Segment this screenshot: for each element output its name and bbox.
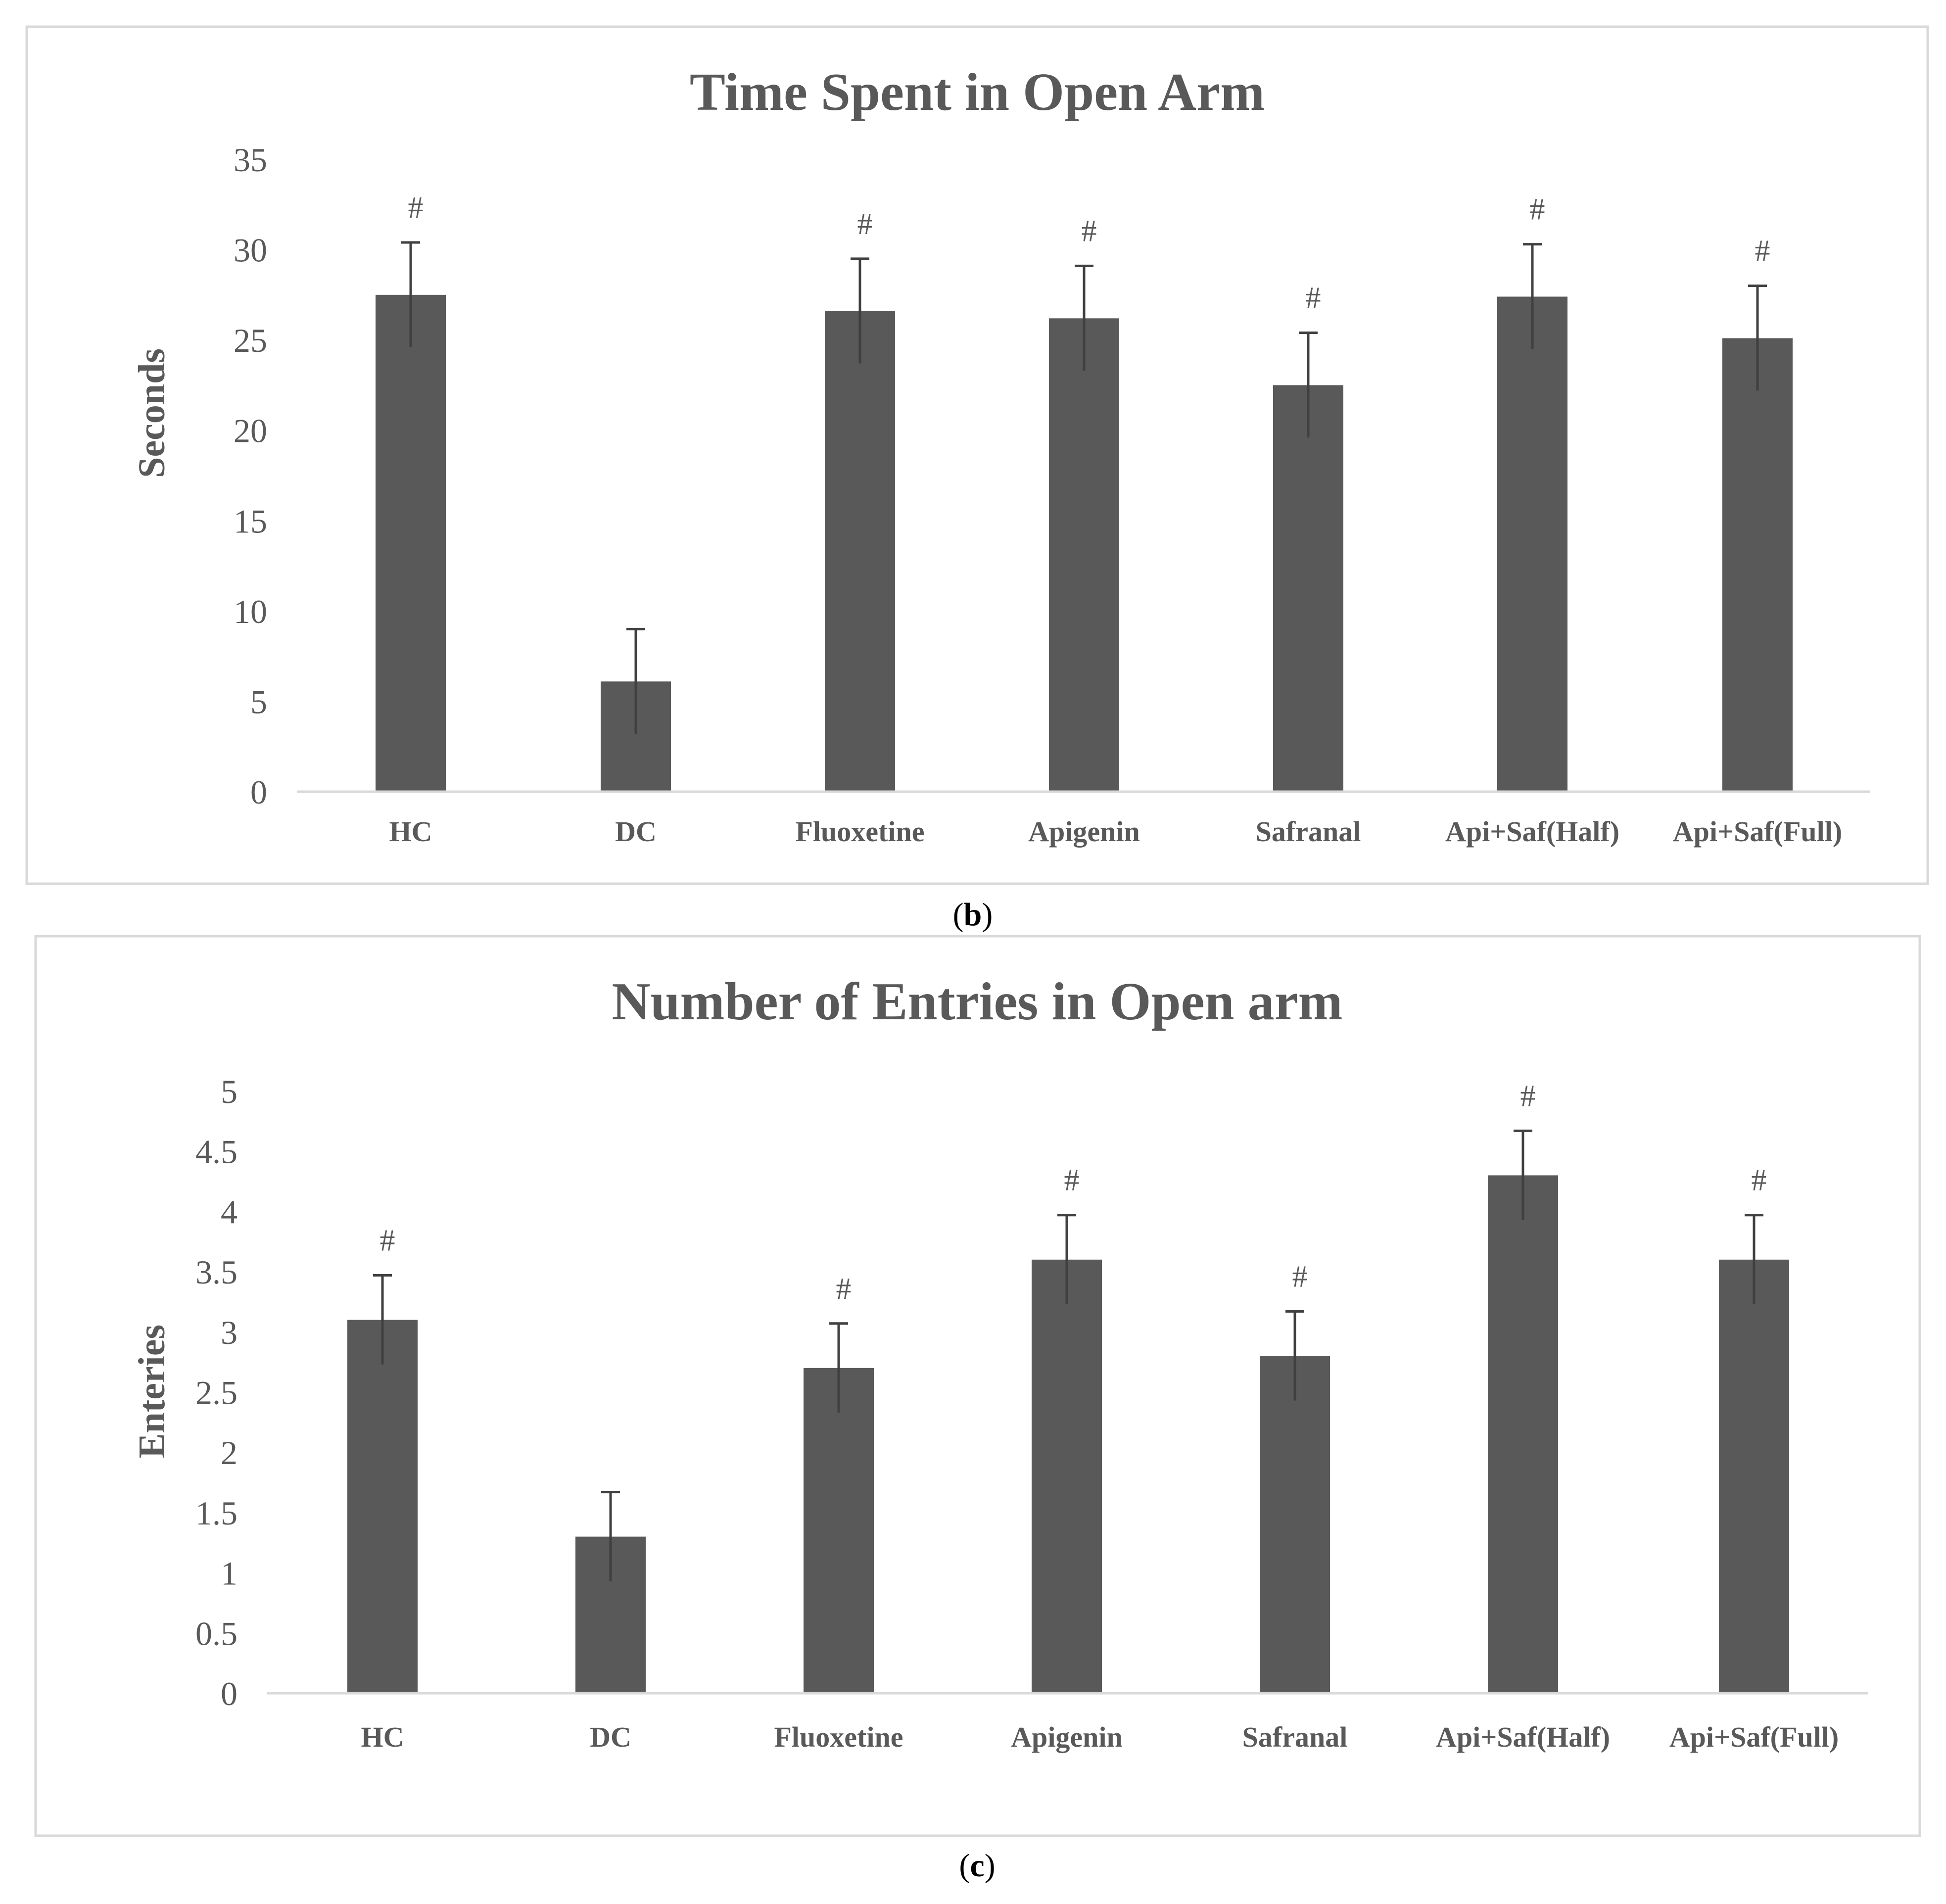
- category-label-6: Api+Saf(Full): [1673, 815, 1842, 848]
- y-tick-label: 1.5: [195, 1494, 237, 1532]
- bar-4: [1260, 1356, 1330, 1693]
- category-label-3: Apigenin: [1028, 815, 1140, 848]
- bar-6: [1722, 338, 1793, 792]
- panel-label-b: (b): [953, 897, 993, 933]
- chart-b-y-axis-label: Seconds: [131, 348, 173, 478]
- chart-c-title: Number of Entries in Open arm: [612, 972, 1343, 1031]
- category-label-1: DC: [615, 815, 657, 848]
- chart-c-y-ticks: 0 0.5 1 1.5 2 2.5 3 3.5 4 4.5 5: [195, 1073, 237, 1713]
- bar-4: [1273, 385, 1343, 792]
- chart-b-title: Time Spent in Open Arm: [690, 63, 1265, 122]
- category-label-2: Fluoxetine: [796, 815, 925, 848]
- bar-5: [1488, 1175, 1558, 1693]
- significance-mark-3: #: [1064, 1164, 1080, 1197]
- y-tick-label: 4.5: [195, 1133, 237, 1171]
- y-tick-label: 5: [221, 1073, 237, 1110]
- category-label-5: Api+Saf(Half): [1436, 1721, 1610, 1753]
- significance-mark-5: #: [1530, 193, 1545, 227]
- category-label-4: Safranal: [1242, 1721, 1348, 1753]
- bar-0: [347, 1320, 418, 1693]
- significance-mark-2: #: [836, 1272, 852, 1306]
- y-tick-label: 3: [221, 1314, 237, 1351]
- significance-mark-6: #: [1752, 1164, 1767, 1197]
- y-tick-label: 1: [221, 1555, 237, 1592]
- bar-2: [804, 1368, 874, 1693]
- category-label-1: DC: [590, 1721, 631, 1753]
- bar-0: [376, 294, 446, 792]
- bar-2: [825, 311, 895, 792]
- chart-c-frame: [34, 935, 1921, 1837]
- y-tick-label: 20: [234, 412, 267, 450]
- chart-b-y-ticks: 0 5 10 15 20 25 30 35: [234, 141, 267, 811]
- y-tick-label: 0: [221, 1675, 237, 1713]
- chart-b-frame: [25, 25, 1929, 885]
- significance-mark-0: #: [408, 191, 424, 225]
- y-tick-label: 35: [234, 141, 267, 179]
- y-tick-label: 3.5: [195, 1253, 237, 1291]
- bar-3: [1049, 318, 1119, 792]
- y-tick-label: 30: [234, 232, 267, 269]
- chart-b-categories: HC DC Fluoxetine Apigenin Safranal Api+Saf(Ha…: [389, 815, 1843, 848]
- y-tick-label: 10: [234, 593, 267, 630]
- category-label-2: Fluoxetine: [774, 1721, 903, 1753]
- significance-mark-4: #: [1292, 1260, 1308, 1293]
- y-tick-label: 4: [221, 1193, 237, 1231]
- bar-3: [1032, 1259, 1102, 1693]
- significance-mark-5: #: [1520, 1079, 1536, 1113]
- y-tick-label: 2: [221, 1434, 237, 1472]
- bar-5: [1497, 296, 1567, 792]
- y-tick-label: 0: [250, 773, 267, 811]
- y-tick-label: 0.5: [195, 1615, 237, 1652]
- y-tick-label: 15: [234, 502, 267, 540]
- significance-mark-0: #: [380, 1224, 395, 1257]
- category-label-5: Api+Saf(Half): [1445, 815, 1619, 848]
- y-tick-label: 5: [250, 683, 267, 720]
- significance-mark-2: #: [857, 207, 873, 241]
- y-tick-label: 25: [234, 322, 267, 359]
- chart-c-y-axis-label: Enteries: [131, 1325, 173, 1458]
- y-tick-label: 2.5: [195, 1374, 237, 1412]
- bar-6: [1719, 1259, 1789, 1693]
- chart-b-bars: # # # # # #: [376, 191, 1793, 792]
- significance-mark-4: #: [1306, 282, 1321, 315]
- category-label-0: HC: [361, 1721, 404, 1753]
- category-label-3: Apigenin: [1011, 1721, 1123, 1753]
- significance-mark-3: #: [1082, 214, 1097, 248]
- category-label-4: Safranal: [1256, 815, 1361, 848]
- category-label-6: Api+Saf(Full): [1669, 1721, 1839, 1753]
- chart-c-bars: # # # # # #: [347, 1079, 1789, 1693]
- chart-c-categories: HC DC Fluoxetine Apigenin Safranal Api+Saf(Ha…: [361, 1721, 1839, 1753]
- category-label-0: HC: [389, 815, 432, 848]
- significance-mark-6: #: [1755, 235, 1770, 268]
- panel-label-c: (c): [959, 1848, 995, 1884]
